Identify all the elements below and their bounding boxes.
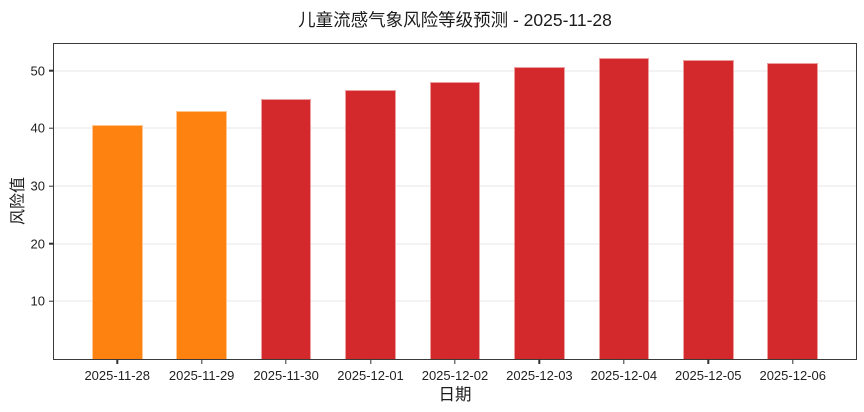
bar-slot: 2025-12-06 [751,44,835,383]
bar-2025-12-01 [345,90,396,359]
y-tick-label: 20 [30,236,45,252]
y-tick-label: 10 [30,293,45,309]
x-tick-mark [200,359,203,364]
bar-2025-12-04 [598,57,650,359]
bar-slot: 2025-12-04 [582,44,666,383]
y-tick-label: 30 [30,178,45,194]
x-tick-mark [707,359,709,364]
bars-row: 2025-11-28 2025-11-29 2025-11-30 2025-12-01… [54,44,856,383]
bar-2025-11-29 [176,110,227,359]
x-tick-label: 2025-11-29 [168,368,235,383]
bar-2025-12-06 [767,63,819,359]
y-tick-mark [49,127,54,129]
y-tick-mark [49,242,54,245]
y-tick-label: 40 [30,120,45,136]
x-tick-mark [623,359,625,364]
bar-slot: 2025-12-02 [413,44,497,383]
y-tick-mark [49,300,54,303]
y-axis-label: 风险值 [10,176,27,226]
x-tick-label: 2025-12-02 [421,368,489,383]
bar-slot: 2025-12-05 [666,44,750,383]
x-tick-label: 2025-12-01 [337,368,404,383]
gridline [54,70,856,72]
x-tick-mark [116,359,118,364]
x-axis-label: 日期 [438,386,472,404]
x-tick-mark [285,359,287,364]
bar-2025-12-05 [682,60,734,359]
y-tick-mark [49,69,54,72]
x-tick-label: 2025-11-28 [84,368,150,383]
y-tick-label: 50 [30,63,45,79]
bar-2025-12-02 [429,82,481,359]
x-tick-label: 2025-12-03 [506,368,573,383]
x-tick-label: 2025-11-30 [253,368,319,383]
plot-area: 2025-11-28 2025-11-29 2025-11-30 2025-12-01… [31,43,857,383]
bar-slot: 2025-11-29 [159,44,243,383]
x-tick-label: 2025-12-06 [759,368,826,383]
bar-slot: 2025-12-01 [328,44,412,383]
bar-2025-11-28 [91,125,143,359]
x-tick-mark [792,359,794,364]
bar-2025-12-03 [514,67,565,359]
bar-slot: 2025-11-28 [75,44,159,383]
x-tick-mark [369,359,372,364]
bar-2025-11-30 [260,98,312,359]
chart-title: 儿童流感气象风险等级预测 - 2025-11-28 [298,10,612,30]
x-tick-label: 2025-12-05 [675,368,742,383]
bar-slot: 2025-11-30 [244,44,328,383]
x-tick-mark [538,359,541,364]
y-tick-mark [49,185,54,187]
x-tick-label: 2025-12-04 [590,368,658,383]
bar-slot: 2025-12-03 [497,44,581,383]
x-tick-mark [454,359,456,364]
